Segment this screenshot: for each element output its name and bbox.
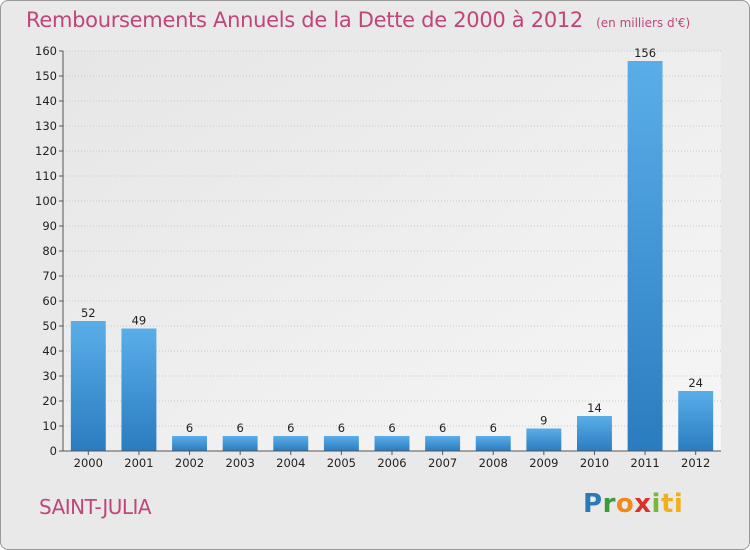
bar-value-label: 6 bbox=[439, 421, 446, 435]
x-tick-label: 2001 bbox=[124, 456, 153, 470]
x-tick-label: 2009 bbox=[529, 456, 558, 470]
y-tick-label: 10 bbox=[42, 419, 57, 433]
y-tick-label: 40 bbox=[42, 344, 57, 358]
plot-area bbox=[63, 51, 721, 451]
y-tick-label: 80 bbox=[42, 244, 57, 258]
y-tick-label: 160 bbox=[35, 44, 57, 58]
bar bbox=[172, 436, 208, 451]
bar bbox=[425, 436, 461, 451]
x-tick-label: 2005 bbox=[327, 456, 356, 470]
y-tick-label: 70 bbox=[42, 269, 57, 283]
y-tick-label: 140 bbox=[35, 94, 57, 108]
logo-letter: i bbox=[651, 489, 661, 519]
x-tick-label: 2007 bbox=[428, 456, 457, 470]
y-tick-label: 110 bbox=[35, 169, 57, 183]
bar-value-label: 6 bbox=[287, 421, 294, 435]
x-tick-label: 2012 bbox=[681, 456, 710, 470]
y-tick-label: 120 bbox=[35, 144, 57, 158]
bar bbox=[121, 328, 157, 451]
bar-value-label: 6 bbox=[186, 421, 193, 435]
bar bbox=[627, 61, 663, 451]
bar bbox=[222, 436, 258, 451]
bar bbox=[526, 428, 562, 451]
x-tick-label: 2006 bbox=[377, 456, 406, 470]
logo-letter: P bbox=[583, 489, 603, 519]
y-tick-label: 100 bbox=[35, 194, 57, 208]
chart-unit-note: (en milliers d'€) bbox=[596, 16, 691, 30]
logo-letter: r bbox=[602, 489, 616, 519]
bar bbox=[678, 391, 714, 451]
bar-value-label: 6 bbox=[490, 421, 497, 435]
y-tick-label: 150 bbox=[35, 69, 57, 83]
chart-title: Remboursements Annuels de la Dette de 20… bbox=[26, 8, 583, 32]
bar bbox=[273, 436, 309, 451]
bars: 52 49 6 6 6 6 6 6 6 9 14 156 24 bbox=[70, 46, 714, 451]
chart-title-row: Remboursements Annuels de la Dette de 20… bbox=[26, 8, 690, 32]
bar bbox=[475, 436, 511, 451]
x-tick-label: 2010 bbox=[580, 456, 609, 470]
logo-letter: ti bbox=[660, 489, 684, 519]
y-axis: 0 10 20 30 40 50 60 70 80 90 100 110 120 130 140 150 160 bbox=[35, 44, 64, 458]
logo-letter: x bbox=[634, 489, 652, 519]
bar bbox=[323, 436, 359, 451]
bar-value-label: 49 bbox=[132, 314, 147, 328]
bar-value-label: 6 bbox=[236, 421, 243, 435]
bar-value-label: 14 bbox=[587, 401, 602, 415]
bar bbox=[576, 416, 612, 451]
x-tick-label: 2003 bbox=[226, 456, 255, 470]
bar bbox=[374, 436, 410, 451]
x-tick-label: 2004 bbox=[276, 456, 305, 470]
y-tick-label: 0 bbox=[50, 444, 57, 458]
y-tick-label: 20 bbox=[42, 394, 57, 408]
x-tick-label: 2002 bbox=[175, 456, 204, 470]
x-tick-label: 2011 bbox=[630, 456, 659, 470]
proxiti-logo[interactable]: Proxiti bbox=[583, 489, 683, 519]
y-tick-label: 130 bbox=[35, 119, 57, 133]
logo-letter: o bbox=[615, 489, 635, 519]
bar-value-label: 9 bbox=[540, 414, 547, 428]
bar-value-label: 6 bbox=[338, 421, 345, 435]
bar-value-label: 52 bbox=[81, 306, 96, 320]
x-tick-label: 2000 bbox=[74, 456, 103, 470]
bar-value-label: 156 bbox=[634, 46, 656, 60]
y-tick-label: 60 bbox=[42, 294, 57, 308]
bar-value-label: 6 bbox=[388, 421, 395, 435]
commune-name: SAINT-JULIA bbox=[39, 495, 152, 519]
bar bbox=[70, 321, 106, 451]
y-tick-label: 50 bbox=[42, 319, 57, 333]
bar-value-label: 24 bbox=[688, 376, 703, 390]
x-axis: 2000 2001 2002 2003 2004 2005 2006 2007 2008 2009… bbox=[63, 450, 721, 470]
x-tick-label: 2008 bbox=[479, 456, 508, 470]
y-tick-label: 90 bbox=[42, 219, 57, 233]
y-tick-label: 30 bbox=[42, 369, 57, 383]
